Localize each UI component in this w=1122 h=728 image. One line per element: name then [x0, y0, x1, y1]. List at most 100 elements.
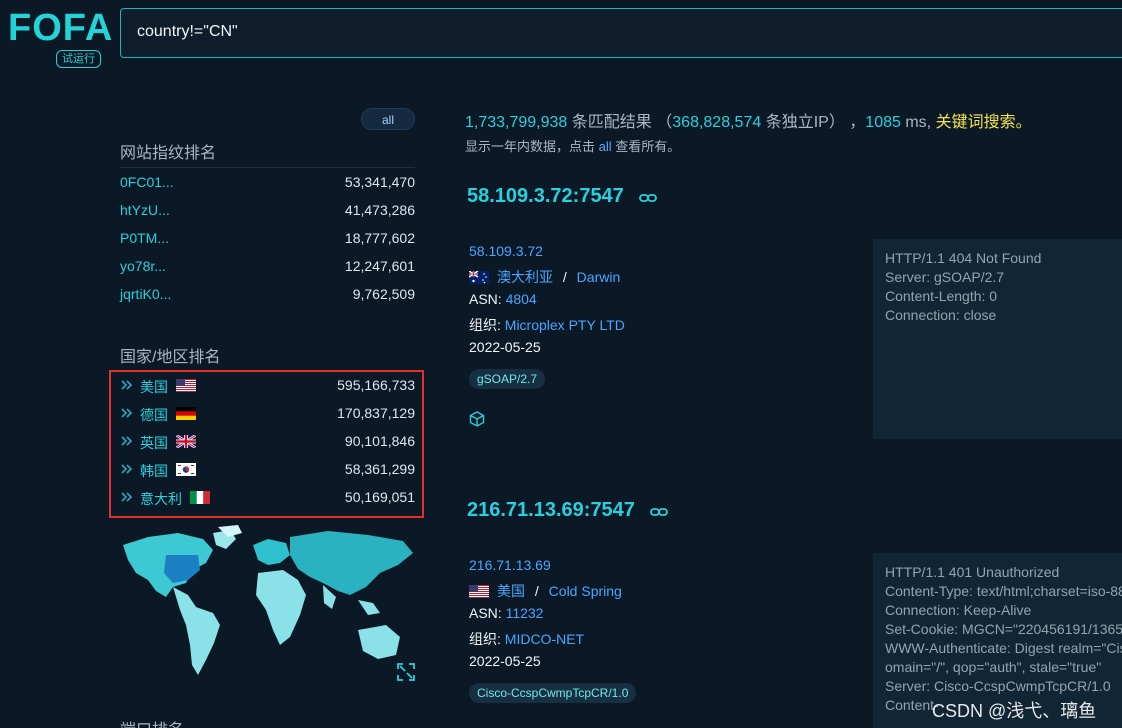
- result-asn-line: ASN: 4804: [469, 291, 537, 307]
- fingerprint-name[interactable]: yo78r...: [120, 258, 166, 274]
- country-name[interactable]: 英国: [140, 435, 168, 451]
- chevron-double-right-icon: [121, 436, 133, 446]
- fingerprint-name[interactable]: P0TM...: [120, 230, 170, 246]
- country-name[interactable]: 美国: [140, 379, 168, 395]
- keyword-search-link[interactable]: 关键词搜索: [935, 114, 1016, 131]
- result-ip[interactable]: 58.109.3.72: [469, 243, 543, 259]
- fingerprint-count: 53,341,470: [344, 174, 415, 190]
- country-name[interactable]: 德国: [140, 407, 168, 423]
- us-flag-icon: [469, 585, 489, 598]
- result-asn[interactable]: 11232: [505, 605, 544, 621]
- result-product-tag[interactable]: Cisco-CcspCwmpTcpCR/1.0: [469, 683, 637, 703]
- paren-open: （: [656, 114, 673, 131]
- watermark: CSDN @浅弋、璃鱼: [932, 701, 1097, 721]
- result-org-line: 组织: MIDCO-NET: [469, 629, 584, 649]
- fingerprint-count: 41,473,286: [344, 202, 415, 218]
- result-ip[interactable]: 216.71.13.69: [469, 557, 551, 573]
- response-header-panel: HTTP/1.1 401 Unauthorized Content-Type: …: [873, 553, 1122, 728]
- result-date: 2022-05-25: [469, 339, 541, 355]
- country-row-kr[interactable]: 韩国 58,361,299: [120, 455, 415, 483]
- fingerprint-row[interactable]: htYzU... 41,473,286: [120, 196, 415, 224]
- world-map[interactable]: [118, 525, 418, 690]
- fingerprint-row[interactable]: P0TM... 18,777,602: [120, 224, 415, 252]
- fofa-logo[interactable]: FOFA 试运行: [8, 8, 112, 70]
- country-row-it[interactable]: 意大利 50,169,051: [120, 483, 415, 511]
- us-flag-icon: [176, 379, 196, 392]
- result-org-line: 组织: Microplex PTY LTD: [469, 315, 625, 335]
- expand-icon[interactable]: [396, 662, 416, 682]
- country-count: 50,169,051: [344, 489, 415, 505]
- result-location: 美国 / Cold Spring: [469, 581, 622, 601]
- result-host-title[interactable]: 58.109.3.72:7547: [467, 185, 624, 207]
- country-row-us[interactable]: 美国 595,166,733: [120, 371, 415, 399]
- logo-text: FOFA: [8, 7, 114, 49]
- result-country[interactable]: 澳大利亚: [497, 269, 553, 285]
- org-label: 组织:: [469, 631, 501, 647]
- response-line: Content-: [885, 697, 939, 713]
- all-link[interactable]: all: [598, 139, 612, 154]
- chevron-double-right-icon: [121, 492, 133, 502]
- kr-flag-icon: [176, 463, 196, 476]
- cube-icon[interactable]: [469, 411, 485, 427]
- time-unit: ms: [905, 114, 927, 131]
- fingerprint-name[interactable]: htYzU...: [120, 202, 170, 218]
- total-label: 条匹配结果: [571, 114, 652, 131]
- response-line: Content-Length: 0: [885, 288, 998, 304]
- fingerprint-rank-title: 网站指纹排名: [120, 145, 217, 162]
- link-icon[interactable]: [639, 193, 657, 203]
- country-count: 90,101,846: [344, 433, 415, 449]
- fingerprint-name[interactable]: jqrtiK0...: [120, 286, 172, 302]
- note-suffix: 查看所有。: [615, 139, 681, 154]
- country-row-gb[interactable]: 英国 90,101,846: [120, 427, 415, 455]
- fingerprint-name[interactable]: 0FC01...: [120, 174, 174, 190]
- response-line: omain="/", qop="auth", stale="true": [885, 659, 1102, 675]
- comma: ,: [926, 114, 932, 131]
- country-name[interactable]: 韩国: [140, 463, 168, 479]
- response-line: Server: Cisco-CcspCwmpTcpCR/1.0: [885, 678, 1111, 694]
- separator: /: [534, 583, 539, 599]
- fingerprint-row[interactable]: 0FC01... 53,341,470: [120, 168, 415, 196]
- port-rank-title: 端口排名: [120, 716, 184, 728]
- link-icon[interactable]: [650, 507, 668, 517]
- all-button[interactable]: all: [361, 108, 415, 130]
- result-org[interactable]: MIDCO-NET: [504, 631, 585, 647]
- result-product-tag[interactable]: gSOAP/2.7: [469, 369, 546, 389]
- divider: [120, 167, 415, 168]
- result-summary: 1,733,799,938 条匹配结果 （368,828,574 条独立IP） …: [465, 108, 1032, 132]
- response-line: HTTP/1.1 404 Not Found: [885, 250, 1042, 266]
- search-input[interactable]: [137, 23, 1037, 41]
- country-count: 58,361,299: [344, 461, 415, 477]
- response-line: Content-Type: text/html;charset=iso-88: [885, 583, 1122, 599]
- response-line: WWW-Authenticate: Digest realm="Cis: [885, 640, 1122, 656]
- result-location: 澳大利亚 / Darwin: [469, 267, 620, 287]
- org-label: 组织:: [469, 317, 501, 333]
- result-host-title[interactable]: 216.71.13.69:7547: [467, 499, 635, 521]
- logo-badge: 试运行: [56, 50, 101, 68]
- search-bar[interactable]: [120, 8, 1122, 58]
- response-line: HTTP/1.1 401 Unauthorized: [885, 564, 1060, 580]
- result-country[interactable]: 美国: [497, 583, 525, 599]
- chevron-double-right-icon: [121, 464, 133, 474]
- separator: /: [562, 269, 567, 285]
- result-asn[interactable]: 4804: [505, 291, 537, 307]
- country-row-de[interactable]: 德国 170,837,129: [120, 399, 415, 427]
- de-flag-icon: [176, 407, 196, 420]
- country-name[interactable]: 意大利: [140, 491, 182, 507]
- result-asn-line: ASN: 11232: [469, 605, 543, 621]
- response-line: Connection: close: [885, 307, 997, 323]
- result-city[interactable]: Cold Spring: [548, 583, 622, 599]
- chevron-double-right-icon: [121, 380, 133, 390]
- data-range-note: 显示一年内数据，点击 all 查看所有。: [465, 136, 680, 155]
- it-flag-icon: [190, 491, 210, 504]
- note-prefix: 显示一年内数据，点击: [465, 139, 596, 154]
- fingerprint-count: 12,247,601: [344, 258, 415, 274]
- response-line: Server: gSOAP/2.7: [885, 269, 1005, 285]
- fingerprint-row[interactable]: jqrtiK0... 9,762,509: [120, 280, 415, 308]
- result-city[interactable]: Darwin: [576, 269, 621, 285]
- asn-label: ASN:: [469, 605, 502, 621]
- total-count: 1,733,799,938: [465, 114, 568, 131]
- result-org[interactable]: Microplex PTY LTD: [504, 317, 625, 333]
- fingerprint-row[interactable]: yo78r... 12,247,601: [120, 252, 415, 280]
- result-date: 2022-05-25: [469, 653, 541, 669]
- chevron-double-right-icon: [121, 408, 133, 418]
